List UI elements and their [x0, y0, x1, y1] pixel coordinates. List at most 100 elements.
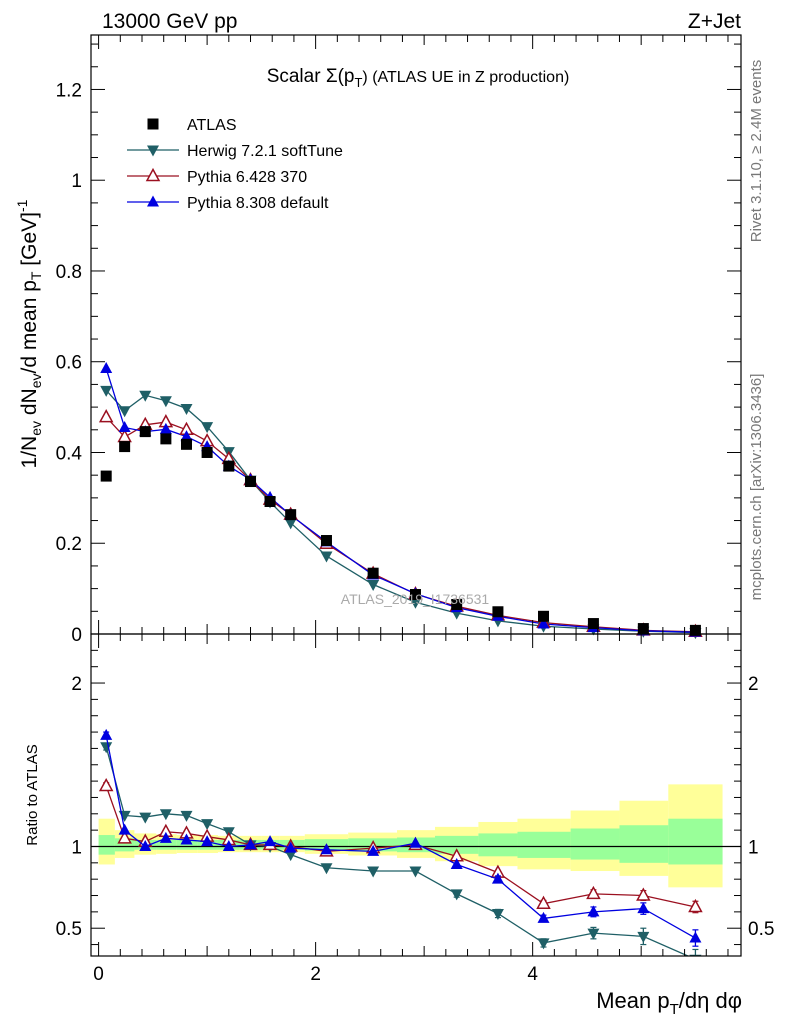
main-ylabel: 1/Nev dNev/d mean pT [GeV]-1	[14, 199, 44, 468]
data-point	[492, 606, 504, 618]
data-point	[160, 433, 172, 445]
y-tick-label: 0.2	[56, 534, 82, 555]
y-tick-label: 0.4	[56, 443, 83, 464]
data-point	[285, 509, 297, 521]
chart-title-sub: T	[354, 75, 362, 90]
data-point	[409, 597, 422, 609]
ratio-point	[117, 830, 132, 844]
x-axis-label: Mean pT/dη dφ	[596, 988, 742, 1018]
band-inner	[478, 833, 518, 857]
band-inner	[434, 835, 479, 854]
data-point	[587, 618, 599, 630]
ratio-point	[100, 742, 113, 754]
data-point	[201, 446, 213, 458]
ratio-point	[409, 866, 422, 878]
ratio-point	[118, 810, 131, 822]
ratio-point	[320, 843, 333, 855]
x-tick-label: 0	[93, 964, 104, 985]
ratio-point	[637, 931, 650, 943]
ratio-point	[222, 839, 235, 851]
ratio-y-tick-label-right: 2	[748, 674, 759, 695]
ratio-ylabel: Ratio to ATLAS	[24, 744, 41, 845]
legend-label: Herwig 7.2.1 softTune	[187, 143, 343, 160]
ratio-point	[284, 850, 297, 862]
ratio-y-tick-label-right: 0.5	[748, 919, 774, 940]
main-panel: 0 0.2 0.4 0.6 0.8 1 1.2 Scalar Σ(pT) (ATLAS UE…	[14, 34, 742, 646]
data-point	[180, 430, 193, 442]
band-inner	[570, 828, 620, 860]
ratio-y-tick-label: 2	[71, 674, 82, 695]
ratio-point	[689, 931, 702, 943]
rivet-label: Rivet 3.1.10, ≥ 2.4M events	[748, 60, 765, 243]
data-point	[264, 495, 276, 507]
ratio-point	[201, 819, 214, 831]
y-tick-label: 0	[71, 625, 82, 646]
band-inner	[619, 825, 669, 863]
ratio-point	[586, 885, 601, 900]
ratio-point	[636, 887, 651, 901]
ratio-point	[637, 902, 650, 914]
ratio-point	[537, 938, 550, 950]
ratio-frame	[90, 633, 742, 957]
ratio-point	[100, 728, 113, 740]
y-tick-label: 1	[71, 171, 82, 192]
ratio-point	[537, 911, 550, 923]
data-point	[537, 617, 550, 629]
data-point	[367, 567, 379, 579]
ratio-y-tick-label: 0.5	[56, 919, 82, 940]
chart-title: Scalar Σ(pT) (ATLAS UE in Z production)	[267, 66, 570, 90]
data-point	[159, 422, 172, 434]
legend-marker	[147, 145, 159, 157]
data-point	[284, 518, 297, 530]
data-point	[320, 551, 333, 563]
ratio-point	[180, 810, 193, 822]
data-point	[637, 623, 649, 635]
ratio-series-herwig-7-2-1-softtune	[100, 742, 702, 956]
x-tick-label: 4	[527, 964, 538, 985]
watermark: ATLAS_2019_I1736531	[341, 591, 490, 607]
y-tick-label: 0.8	[56, 262, 82, 283]
data-point	[201, 422, 214, 434]
legend-marker	[147, 195, 159, 207]
ratio-point	[409, 836, 422, 848]
data-point	[451, 599, 463, 611]
legend-label: Pythia 8.308 default	[187, 195, 329, 212]
data-point	[119, 441, 131, 453]
ratio-point	[450, 889, 463, 901]
data-point	[180, 438, 192, 450]
ratio-point	[159, 809, 172, 821]
data-point	[118, 421, 131, 433]
ratio-point	[159, 831, 172, 843]
data-point	[118, 406, 131, 418]
band-inner	[176, 839, 198, 850]
ratio-point	[367, 866, 380, 878]
data-point	[223, 460, 235, 472]
legend-label: Pythia 6.428 370	[187, 169, 307, 186]
ratio-point	[688, 898, 703, 913]
chart-title-main: Scalar Σ(p	[267, 66, 355, 87]
data-point	[367, 580, 380, 592]
ratio-y-tick-label-right: 1	[748, 837, 759, 858]
x-tick-label: 2	[310, 964, 321, 985]
ratio-point	[139, 812, 152, 824]
ratio-point	[491, 872, 504, 884]
mcplots-label: mcplots.cern.ch [arXiv:1306.3436]	[748, 374, 765, 601]
ratio-point	[118, 823, 131, 835]
legend-label: ATLAS	[187, 117, 237, 134]
header-left: 13000 GeV pp	[102, 10, 237, 33]
ratio-point	[139, 839, 152, 851]
data-point	[245, 476, 257, 488]
band-inner	[156, 839, 177, 850]
svg-text:1/Nev dNev/d mean pT [GeV]-1: 1/Nev dNev/d mean pT [GeV]-1	[14, 199, 44, 468]
chart-title-tail: ) (ATLAS UE in Z production)	[362, 69, 569, 86]
data-point	[100, 385, 113, 397]
ratio-series-pythia-8-308-default	[100, 728, 702, 947]
band-inner	[668, 818, 723, 865]
ratio-point	[536, 895, 551, 909]
data-point	[689, 624, 701, 636]
y-tick-label: 1.2	[56, 80, 82, 101]
ratio-point	[244, 838, 257, 850]
legend-marker	[145, 167, 161, 182]
header-right: Z+Jet	[688, 10, 741, 33]
